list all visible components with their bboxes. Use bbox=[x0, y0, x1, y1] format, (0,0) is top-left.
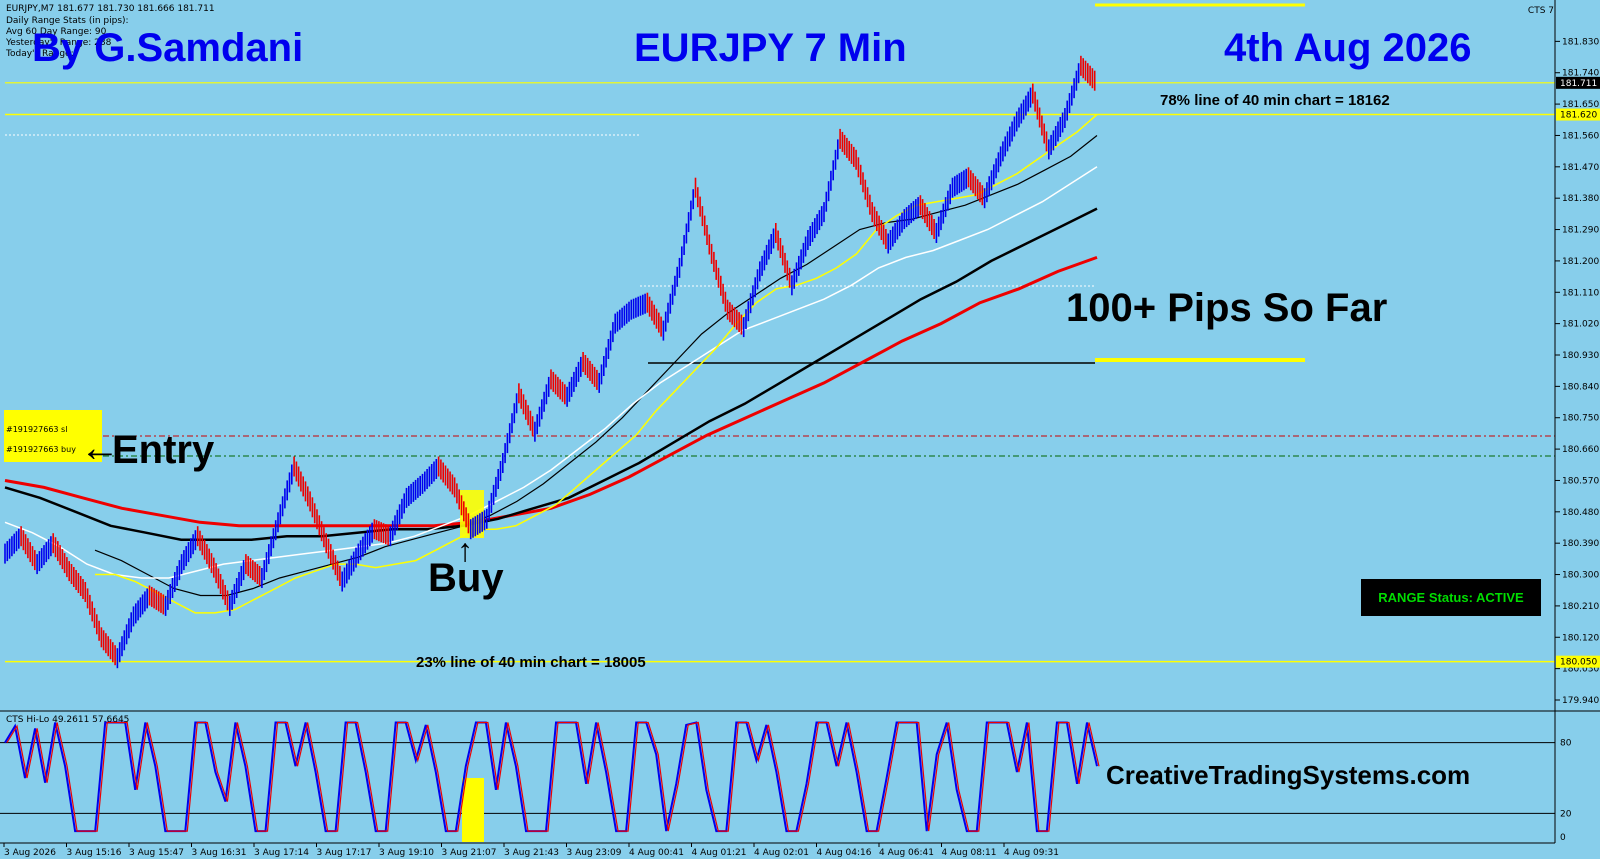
ma-black-thick-line bbox=[4, 207, 1098, 541]
x-tick-label: 4 Aug 02:01 bbox=[754, 848, 809, 858]
x-tick-label: 4 Aug 09:31 bbox=[1004, 848, 1059, 858]
indicator-values-label: CTS Hi-Lo 49.2611 57.6645 bbox=[6, 715, 130, 725]
y-tick-label: 181.740 bbox=[1562, 69, 1599, 79]
x-tick-label: 3 Aug 17:14 bbox=[254, 848, 309, 858]
x-tick-label: 4 Aug 04:16 bbox=[817, 848, 872, 858]
buy-label: Buy bbox=[428, 556, 504, 600]
date-title: 4th Aug 2026 bbox=[1224, 26, 1472, 70]
y-tick-label: 181.650 bbox=[1562, 100, 1599, 110]
y-tick-label: 180.300 bbox=[1562, 571, 1599, 581]
order-highlight bbox=[4, 410, 102, 462]
x-tick-label: 4 Aug 00:41 bbox=[629, 848, 684, 858]
ma-red-line bbox=[4, 255, 1098, 528]
entry-arrow-icon: ← bbox=[80, 426, 120, 470]
price-tag-label: 181.711 bbox=[1560, 79, 1597, 89]
indicator-red-line bbox=[6, 721, 1100, 832]
x-tick-label: 3 Aug 15:16 bbox=[67, 848, 122, 858]
website-label: CreativeTradingSystems.com bbox=[1106, 760, 1471, 790]
y-tick-label: 180.930 bbox=[1562, 351, 1599, 361]
x-tick-label: 3 Aug 15:47 bbox=[129, 848, 184, 858]
range-status-box: RANGE Status: ACTIVE bbox=[1361, 579, 1541, 616]
ma-white-line bbox=[4, 166, 1098, 579]
y-tick-label: 180.120 bbox=[1562, 633, 1599, 643]
x-tick-label: 3 Aug 23:09 bbox=[567, 848, 622, 858]
stats-line-4: Today's Range: bbox=[6, 49, 74, 59]
author-title: By G.Samdani bbox=[32, 26, 304, 70]
symbol-info: EURJPY,M7 181.677 181.730 181.666 181.71… bbox=[6, 4, 215, 14]
price-tag-box bbox=[1556, 76, 1600, 89]
price-tag-box bbox=[1556, 108, 1600, 121]
y-tick-label: 181.200 bbox=[1562, 257, 1599, 267]
y-tick-label: 180.030 bbox=[1562, 665, 1599, 675]
buy-arrow-icon: ↑ bbox=[457, 532, 473, 568]
x-tick-label: 3 Aug 21:43 bbox=[504, 848, 559, 858]
y-tick-label: 180.210 bbox=[1562, 602, 1599, 612]
x-tick-label: 3 Aug 19:10 bbox=[379, 848, 434, 858]
x-tick-label: 4 Aug 01:21 bbox=[692, 848, 747, 858]
line-23-label: 23% line of 40 min chart = 18005 bbox=[416, 654, 646, 671]
x-tick-label: 3 Aug 17:17 bbox=[317, 848, 372, 858]
x-tick-label: 3 Aug 21:07 bbox=[442, 848, 497, 858]
y-tick-label: 181.290 bbox=[1562, 226, 1599, 236]
price-bars bbox=[4, 55, 1096, 669]
y-tick-label: 181.470 bbox=[1562, 163, 1599, 173]
price-tag-label: 181.620 bbox=[1560, 111, 1597, 121]
y-tick-label: 180.660 bbox=[1562, 445, 1599, 455]
y-tick-label: 180.480 bbox=[1562, 508, 1599, 518]
y-tick-label: 180.840 bbox=[1562, 382, 1599, 392]
entry-label: Entry bbox=[112, 428, 215, 472]
price-tag-label: 180.050 bbox=[1560, 658, 1597, 668]
y-tick-label: 181.110 bbox=[1562, 288, 1599, 298]
indicator-axis-label: 0 bbox=[1560, 833, 1566, 843]
price-tag-box bbox=[1556, 655, 1600, 668]
x-tick-label: 3 Aug 2026 bbox=[4, 848, 56, 858]
order-buy-label: #191927663 buy bbox=[6, 445, 76, 454]
indicator-name-label: CTS 7 bbox=[1527, 6, 1554, 16]
y-tick-label: 181.020 bbox=[1562, 320, 1599, 330]
ma-yellow-line bbox=[95, 113, 1098, 614]
pips-label: 100+ Pips So Far bbox=[1066, 286, 1388, 330]
indicator-buy-highlight bbox=[462, 778, 484, 842]
y-tick-label: 180.570 bbox=[1562, 476, 1599, 486]
x-tick-label: 4 Aug 08:11 bbox=[942, 848, 997, 858]
line-78-label: 78% line of 40 min chart = 18162 bbox=[1160, 92, 1390, 109]
price-grid-lines bbox=[5, 82, 1555, 663]
stats-line-1: Daily Range Stats (in pips): bbox=[6, 16, 129, 26]
indicator-level-label: 20 bbox=[1560, 809, 1572, 819]
y-tick-label: 180.390 bbox=[1562, 539, 1599, 549]
x-tick-label: 4 Aug 06:41 bbox=[879, 848, 934, 858]
stats-line-3: Yesterday's Range: 288 bbox=[6, 38, 112, 48]
indicator-panel: 80 20 0 bbox=[0, 721, 1572, 843]
y-tick-label: 181.380 bbox=[1562, 194, 1599, 204]
y-tick-label: 181.560 bbox=[1562, 131, 1599, 141]
stats-line-2: Avg 60 Day Range: 90 bbox=[6, 27, 107, 37]
y-tick-label: 181.830 bbox=[1562, 37, 1599, 47]
pair-title: EURJPY 7 Min bbox=[634, 26, 907, 70]
y-tick-label: 180.750 bbox=[1562, 414, 1599, 424]
x-tick-label: 3 Aug 16:31 bbox=[192, 848, 247, 858]
order-sl-label: #191927663 sl bbox=[6, 425, 68, 434]
indicator-level-label: 80 bbox=[1560, 739, 1572, 749]
time-axis: 3 Aug 2026 3 Aug 15:16 3 Aug 15:47 3 Aug 16… bbox=[3, 843, 1059, 858]
y-tick-label: 179.940 bbox=[1562, 696, 1599, 706]
